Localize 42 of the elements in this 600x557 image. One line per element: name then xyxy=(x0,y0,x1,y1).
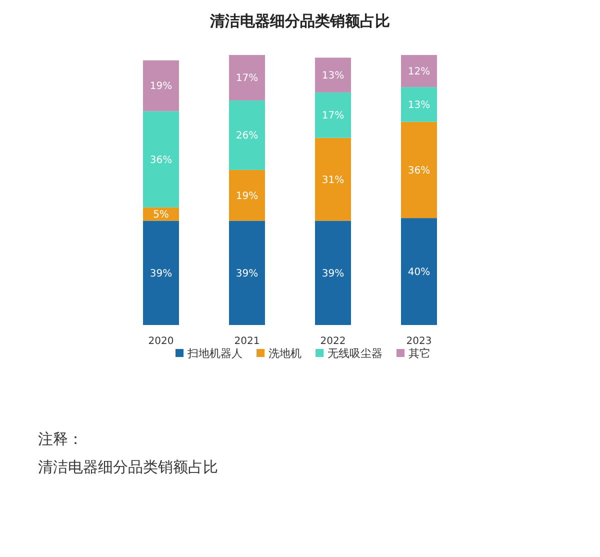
legend-label: 扫地机器人 xyxy=(186,347,242,360)
bar xyxy=(315,220,351,325)
data-label: 19% xyxy=(236,190,258,202)
bar xyxy=(143,220,179,325)
data-label: 39% xyxy=(322,268,344,280)
bar xyxy=(229,55,265,100)
x-tick-label: 2022 xyxy=(320,336,346,347)
bar xyxy=(143,60,179,112)
text: 注释： xyxy=(38,430,83,448)
data-label: 36% xyxy=(408,165,430,176)
bar xyxy=(229,100,265,170)
data-label: 39% xyxy=(150,268,172,280)
bar xyxy=(401,122,437,218)
data-label: 13% xyxy=(408,100,430,111)
x-tick-label: 2020 xyxy=(148,336,174,347)
bar xyxy=(401,87,437,122)
data-label: 36% xyxy=(150,154,172,166)
data-label: 39% xyxy=(236,268,258,280)
bar xyxy=(401,218,437,325)
bar xyxy=(315,138,351,221)
bar xyxy=(315,58,351,92)
legend-label: 洗地机 xyxy=(268,347,302,360)
data-label: 19% xyxy=(150,81,172,92)
bar xyxy=(229,220,265,325)
data-label: 17% xyxy=(236,73,258,84)
x-tick-label: 2021 xyxy=(234,336,260,347)
bar xyxy=(315,92,351,138)
data-label: 40% xyxy=(408,267,430,278)
data-label: 26% xyxy=(236,130,258,142)
bar xyxy=(143,111,179,208)
legend-label: 其它 xyxy=(408,347,430,360)
chart-title: 清洁电器细分品类销额占比 xyxy=(209,12,390,30)
data-label: 17% xyxy=(322,110,344,122)
data-label: 12% xyxy=(408,66,430,78)
data-label: 13% xyxy=(322,70,344,82)
x-tick-label: 2023 xyxy=(406,336,432,347)
bar xyxy=(229,170,265,221)
data-label: 31% xyxy=(322,174,344,186)
bar xyxy=(401,55,437,88)
legend-label: 无线吸尘器 xyxy=(328,347,382,360)
data-label: 5% xyxy=(153,210,169,221)
text: 清洁电器细分品类销额占比 xyxy=(38,458,218,476)
